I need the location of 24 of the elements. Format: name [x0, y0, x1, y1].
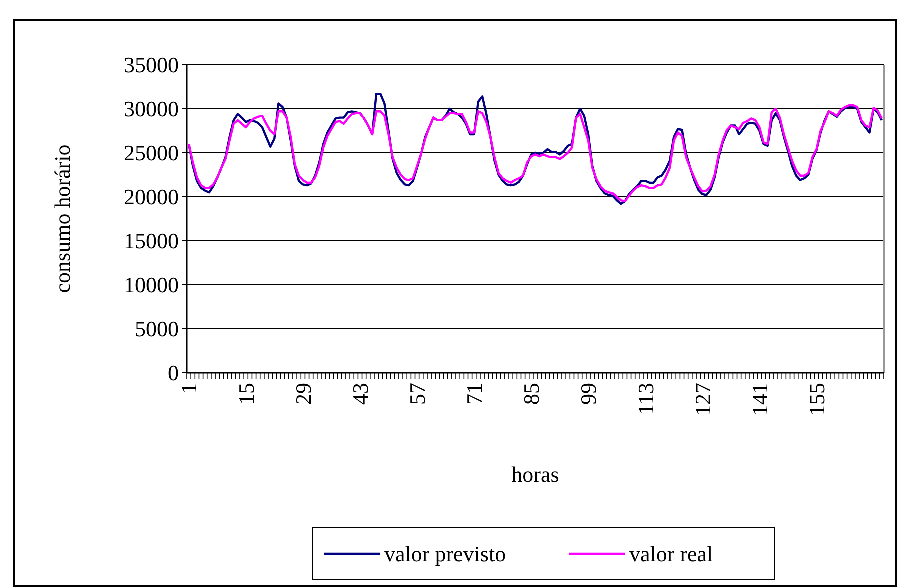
x-tick-label: 57 [404, 383, 430, 405]
y-tick-label: 20000 [124, 184, 179, 210]
y-tick-label: 35000 [124, 52, 179, 78]
x-tick-label: 71 [462, 383, 488, 405]
y-tick-label: 15000 [124, 228, 179, 254]
x-tick-label: 113 [633, 383, 658, 416]
x-tick-label: 141 [747, 383, 772, 416]
x-tick-label: 15 [234, 383, 259, 405]
x-tick-label: 29 [290, 383, 316, 405]
x-tick-label: 155 [804, 383, 830, 416]
x-tick-label: 99 [576, 383, 602, 405]
y-tick-label: 30000 [124, 96, 179, 122]
x-tick-label: 127 [690, 383, 716, 416]
x-tick-label: 1 [176, 383, 202, 394]
y-tick-label: 10000 [124, 272, 179, 298]
legend-label: valor real [630, 542, 714, 567]
y-tick-label: 5000 [135, 316, 179, 342]
y-tick-label: 25000 [124, 140, 179, 166]
x-tick-label: 43 [348, 383, 373, 405]
y-tick-label: 0 [168, 360, 179, 386]
legend-label: valor previsto [384, 542, 506, 567]
x-tick-label: 85 [519, 383, 544, 405]
x-axis-title: horas [512, 462, 560, 487]
y-axis-title: consumo horário [50, 144, 75, 294]
